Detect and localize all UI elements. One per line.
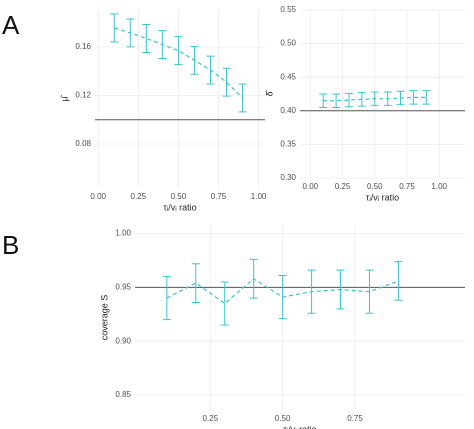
error-bar — [336, 269, 345, 310]
error-bar — [191, 263, 200, 303]
y-tick-label: 0.40 — [280, 106, 296, 115]
error-bar — [365, 269, 374, 314]
y-tick-label: 0.85 — [115, 390, 131, 399]
panel-label: A — [2, 10, 20, 40]
x-tick-label: 0.75 — [399, 182, 415, 191]
x-tick-label: 0.75 — [211, 192, 227, 201]
y-tick-label: 0.50 — [280, 39, 296, 48]
y-tick-label: 0.12 — [75, 91, 91, 100]
error-bar — [383, 91, 392, 106]
error-bar — [110, 13, 119, 43]
x-tick-label: 1.00 — [431, 182, 447, 191]
y-tick-label: 0.35 — [280, 140, 296, 149]
error-bar — [220, 281, 229, 326]
y-tick-label: 0.30 — [280, 173, 296, 182]
x-tick-label: 0.75 — [347, 414, 363, 423]
x-tick-label: 1.00 — [251, 192, 267, 201]
error-bar — [162, 276, 171, 321]
error-bar — [344, 92, 353, 108]
error-bar — [190, 45, 199, 75]
y-axis-title: δ̂ — [264, 89, 274, 96]
error-bar — [158, 30, 167, 60]
error-bar — [249, 258, 258, 299]
error-bar — [370, 91, 379, 106]
x-tick-label: 0.50 — [171, 192, 187, 201]
x-axis-title: τᵢ/vᵢ ratio — [366, 192, 399, 202]
panel-label: B — [2, 230, 19, 260]
x-tick-label: 0.25 — [131, 192, 147, 201]
x-tick-label: 0.50 — [275, 414, 291, 423]
error-bar — [206, 55, 215, 85]
x-tick-label: 0.00 — [90, 192, 106, 201]
error-bar — [357, 92, 366, 107]
error-bar — [142, 24, 151, 53]
x-tick-label: 0.50 — [367, 182, 383, 191]
error-bar — [396, 90, 405, 106]
x-tick-label: 0.00 — [303, 182, 319, 191]
error-bar — [394, 261, 403, 301]
error-bar — [319, 93, 328, 108]
y-tick-label: 1.00 — [115, 229, 131, 238]
error-bar — [307, 269, 316, 314]
x-axis-title: τᵢ/vᵢ ratio — [283, 424, 316, 429]
y-tick-label: 0.95 — [115, 282, 131, 291]
line — [114, 27, 243, 99]
error-bar — [422, 90, 431, 105]
error-bar — [238, 83, 247, 113]
x-axis-title: τᵢ/vᵢ ratio — [163, 202, 196, 212]
y-tick-label: 0.08 — [75, 139, 91, 148]
y-axis-title: μ̂ — [59, 94, 69, 101]
y-tick-label: 0.90 — [115, 336, 131, 345]
error-bar — [222, 67, 231, 97]
x-tick-label: 0.25 — [335, 182, 351, 191]
y-tick-label: 0.16 — [75, 42, 91, 51]
error-bar — [278, 275, 287, 320]
error-bar — [409, 90, 418, 105]
y-tick-label: 0.45 — [280, 72, 296, 81]
error-bar — [174, 36, 183, 66]
x-tick-label: 0.25 — [202, 414, 218, 423]
y-axis-title: coverage S — [99, 295, 109, 341]
error-bar — [126, 18, 135, 48]
y-tick-label: 0.55 — [280, 5, 296, 14]
error-bar — [332, 93, 341, 108]
